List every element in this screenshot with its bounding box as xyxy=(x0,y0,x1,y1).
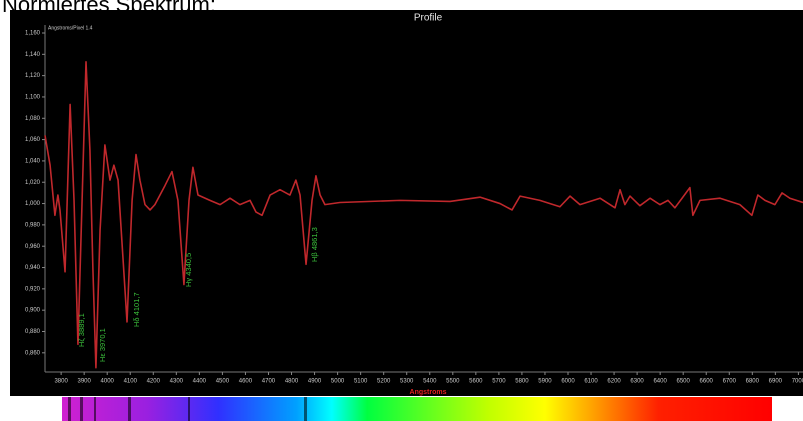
x-tick-label: 4700 xyxy=(262,379,276,385)
x-tick-label: 6800 xyxy=(746,379,760,385)
x-tick-label: 4200 xyxy=(147,379,161,385)
x-tick-label: 6900 xyxy=(769,379,783,385)
x-tick-label: 3800 xyxy=(54,379,68,385)
x-tick-label: 6700 xyxy=(723,379,737,385)
line-annotation: Hζ 3889,1 xyxy=(77,313,86,347)
x-tick-label: 6400 xyxy=(653,379,667,385)
line-annotation: Hε 3970,1 xyxy=(98,328,107,362)
x-tick-label: 4500 xyxy=(216,379,230,385)
x-tick-label: 4400 xyxy=(193,379,207,385)
x-tick-label: 6200 xyxy=(607,379,621,385)
line-annotation: Hβ 4861,3 xyxy=(310,227,319,262)
screenshot: Normiertes Spektrum: Profile Angstroms/P… xyxy=(0,0,803,421)
y-tick-label: 1,160 xyxy=(25,31,41,37)
y-tick-label: 1,060 xyxy=(25,137,41,143)
x-tick-label: 5700 xyxy=(492,379,506,385)
y-tick-label: 0,980 xyxy=(25,222,41,228)
x-axis-label: Angstroms xyxy=(410,389,447,396)
x-tick-label: 6100 xyxy=(584,379,598,385)
spectrum-strip xyxy=(62,397,772,421)
x-tick-label: 4300 xyxy=(170,379,184,385)
x-tick-label: 5600 xyxy=(469,379,483,385)
x-tick-label: 5300 xyxy=(400,379,414,385)
x-tick-label: 6500 xyxy=(677,379,691,385)
y-tick-label: 1,100 xyxy=(25,95,41,101)
x-tick-label: 6300 xyxy=(630,379,644,385)
y-tick-label: 0,860 xyxy=(25,350,41,356)
y-tick-label: 1,080 xyxy=(25,116,41,122)
line-annotation: Hγ 4340,5 xyxy=(184,253,193,287)
chart-background xyxy=(10,10,803,396)
y-tick-label: 0,880 xyxy=(25,329,41,335)
chart-title: Profile xyxy=(414,13,443,24)
x-tick-label: 3900 xyxy=(77,379,91,385)
x-tick-label: 4800 xyxy=(285,379,299,385)
x-tick-label: 6000 xyxy=(561,379,575,385)
chart-subtitle: Angstroms/Pixel 1.4 xyxy=(48,25,93,31)
y-tick-label: 1,120 xyxy=(25,73,41,79)
x-tick-label: 4100 xyxy=(124,379,138,385)
y-tick-label: 1,140 xyxy=(25,52,41,58)
y-tick-label: 1,020 xyxy=(25,180,41,186)
y-tick-label: 0,900 xyxy=(25,308,41,314)
y-tick-label: 1,000 xyxy=(25,201,41,207)
x-tick-label: 4000 xyxy=(101,379,115,385)
line-annotation: Hδ 4101,7 xyxy=(132,292,141,327)
x-tick-label: 5500 xyxy=(446,379,460,385)
y-tick-label: 0,940 xyxy=(25,265,41,271)
y-tick-label: 1,040 xyxy=(25,158,41,164)
x-tick-label: 5900 xyxy=(538,379,552,385)
x-tick-label: 5000 xyxy=(331,379,345,385)
x-tick-label: 6600 xyxy=(700,379,714,385)
x-tick-label: 4600 xyxy=(239,379,253,385)
x-tick-label: 5400 xyxy=(423,379,437,385)
x-tick-label: 5800 xyxy=(515,379,529,385)
x-tick-label: 5200 xyxy=(377,379,391,385)
y-tick-label: 0,960 xyxy=(25,244,41,250)
y-tick-label: 0,920 xyxy=(25,286,41,292)
x-tick-label: 7000 xyxy=(792,379,803,385)
x-tick-label: 4900 xyxy=(308,379,322,385)
x-tick-label: 5100 xyxy=(354,379,368,385)
